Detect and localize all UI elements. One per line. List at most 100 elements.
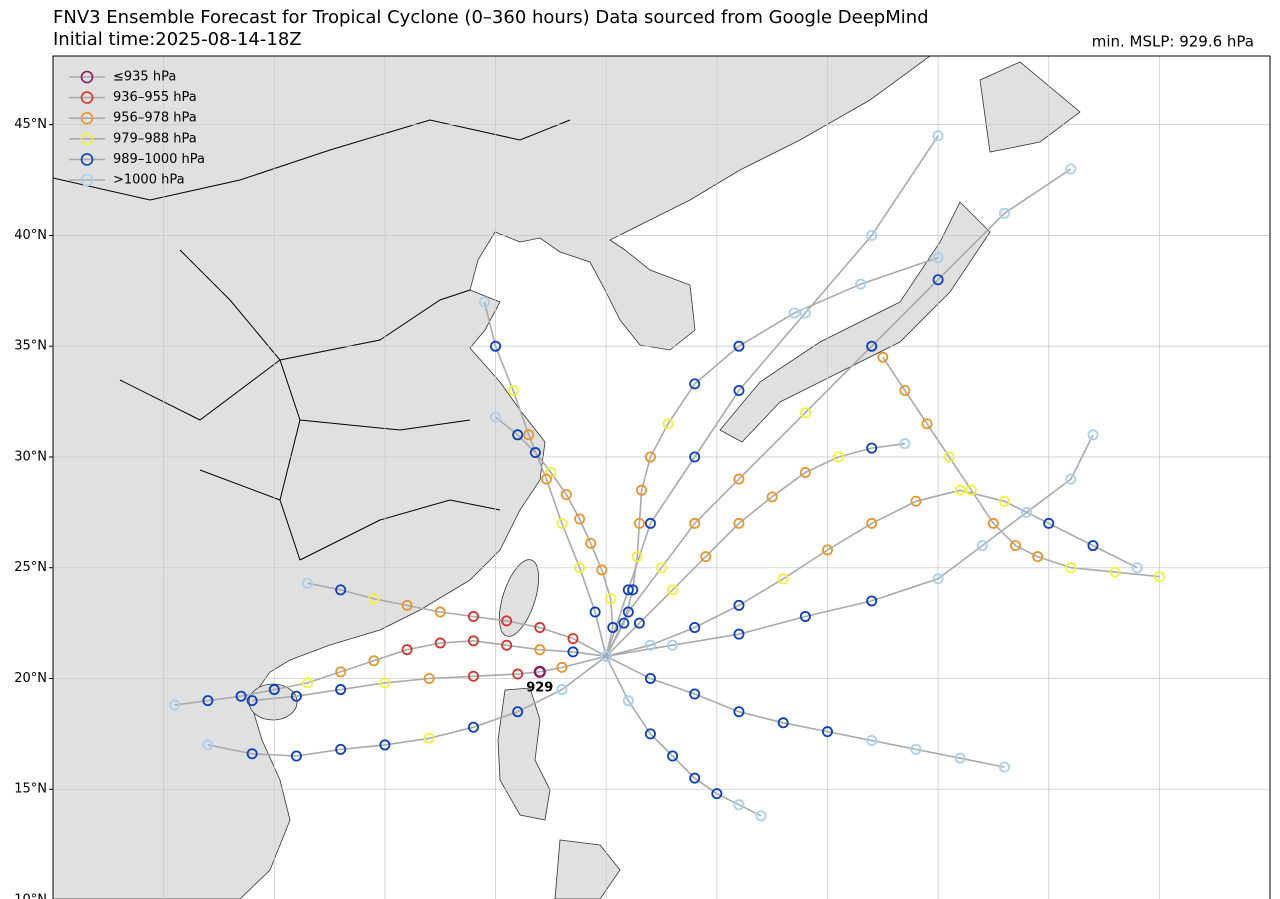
track-point [585,537,597,549]
track-point [656,562,668,574]
track-point [627,584,639,596]
track-point [478,296,490,308]
min-point [533,665,546,678]
track-point [202,695,214,707]
track-point [401,644,413,656]
track-point [711,788,723,800]
subtitle: Initial time:2025-08-14-18Z [53,29,302,50]
track-point [589,606,601,618]
track-point [733,706,745,718]
legend-label: >1000 hPa [113,173,185,188]
track-point [755,810,767,822]
track-point [1087,540,1099,552]
track-point [1065,163,1077,175]
track-point [866,595,878,607]
track-point [574,513,586,525]
track-point [644,517,656,529]
track-point [290,750,302,762]
track-point [932,252,944,264]
legend-label: 989–1000 hPa [113,152,205,167]
track-point [567,646,579,658]
track-point [965,484,977,496]
track-point [301,677,313,689]
track-point [1109,566,1121,578]
track-point [700,551,712,563]
track-point [866,340,878,352]
track-point [667,584,679,596]
track-point [998,761,1010,773]
track-line [605,135,939,657]
track-line [605,442,906,657]
lat-tick-label: 35°N [14,339,47,354]
track-point [556,661,568,673]
track-point [799,466,811,478]
track-point [335,666,347,678]
track-point [335,684,347,696]
lat-tick-label: 10°N [14,893,47,899]
track-point [1021,506,1033,518]
track-point [733,473,745,485]
track-point [866,735,878,747]
track-point [534,622,546,634]
track-point [866,229,878,241]
track-point [368,593,380,605]
track-point [899,438,911,450]
track-point [512,429,524,441]
track-point [246,748,258,760]
track-line [606,489,1138,658]
track-point [667,639,679,651]
track-point [246,695,258,707]
track-line [605,655,1005,768]
lat-tick-label: 25°N [14,560,47,575]
legend-marker [80,111,94,125]
track-point [998,495,1010,507]
track-point [631,551,643,563]
track-point [534,644,546,656]
track-point [689,772,701,784]
honshu [719,201,991,443]
track-point [574,562,586,574]
track-point [689,517,701,529]
track-point [689,451,701,463]
track-point [1087,429,1099,441]
map-frame [52,55,1271,899]
track-point [600,650,612,662]
track-point [501,615,513,627]
track-point [202,739,214,751]
track-point [636,484,648,496]
track-line [483,301,607,657]
track-point [733,628,745,640]
track-point [821,544,833,556]
track-point [556,684,568,696]
track-point [268,684,280,696]
track-point [899,384,911,396]
track-point [467,635,479,647]
track-point [605,593,617,605]
lat-tick-label: 30°N [14,449,47,464]
track-point [434,637,446,649]
track-point [401,599,413,611]
track-point [622,584,634,596]
track-point [799,407,811,419]
track-line [207,655,607,757]
track-point [644,451,656,463]
legend-label: ≤935 hPa [113,70,176,85]
track-point [622,606,634,618]
legend-marker [80,70,94,84]
track-point [1065,562,1077,574]
track-point [766,491,778,503]
track-point [799,307,811,319]
track-point [501,639,513,651]
hokkaido [979,61,1081,153]
track-point [644,672,656,684]
track-point [490,340,502,352]
track-point [733,340,745,352]
track-point [910,743,922,755]
visayas [554,839,621,899]
track-point [1010,540,1022,552]
track-point [877,351,889,363]
track-point [799,610,811,622]
track-point [633,517,645,529]
legend-marker [80,91,94,104]
